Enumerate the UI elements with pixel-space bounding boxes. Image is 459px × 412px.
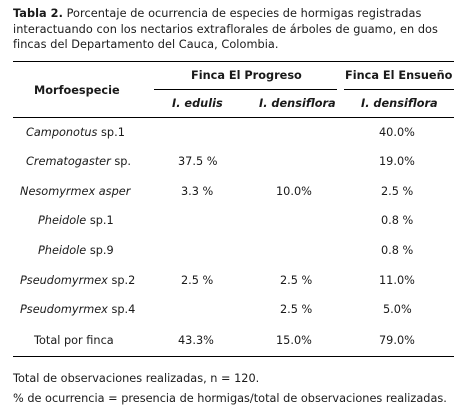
table-bottom-rule [13,356,454,357]
header-i-densiflora-progreso: I. densiflora [259,97,336,110]
value-edulis: 3.3 % [181,185,214,198]
species-suffix: sp.9 [86,244,114,257]
table-row: Crematogaster sp. [26,155,131,169]
value-densiflora-ensueno: 40.0% [379,126,415,139]
table-row: Pheidole sp.1 [38,214,114,228]
table-row: Pseudomyrmex sp.4 [20,303,135,317]
species-name: Pheidole [38,244,87,257]
table-row: Pseudomyrmex sp.2 [20,274,135,288]
top-rule [13,61,454,62]
species-suffix: sp.2 [107,274,136,287]
species-name: Camponotus [26,126,98,139]
species-suffix: sp.1 [86,214,114,227]
value-densiflora-ensueno: 0.8 % [381,214,414,227]
table-caption: Tabla 2. Porcentaje de ocurrencia de esp… [13,6,449,53]
total-densiflora-progreso: 15.0% [276,334,312,347]
table-row: Nesomyrmex asper [20,185,130,199]
species-suffix: sp. [110,155,132,168]
header-finca-el-progreso: Finca El Progreso [191,69,302,82]
caption-label: Tabla 2. [13,7,63,20]
total-densiflora-ensueno: 79.0% [379,334,415,347]
species-name: Nesomyrmex asper [20,185,131,198]
value-densiflora-ensueno: 19.0% [379,155,415,168]
species-suffix: sp.1 [97,126,125,139]
value-densiflora-ensueno: 11.0% [379,274,415,287]
value-densiflora-progreso: 2.5 % [280,274,313,287]
value-edulis: 2.5 % [181,274,214,287]
total-row-label: Total por finca [34,334,114,347]
finca1-rule [154,89,337,90]
header-i-densiflora-ensueno: I. densiflora [361,97,438,110]
species-name: Pseudomyrmex [20,303,108,316]
header-bottom-rule [13,117,454,118]
table-row: Camponotus sp.1 [26,126,125,140]
value-densiflora-ensueno: 5.0% [383,303,412,316]
footnote-occurrence-definition: % de ocurrencia = presencia de hormigas/… [13,392,447,405]
species-name: Crematogaster [26,155,111,168]
header-morfoespecie: Morfoespecie [34,84,120,97]
table-row: Pheidole sp.9 [38,244,114,258]
value-densiflora-ensueno: 0.8 % [381,244,414,257]
species-name: Pheidole [38,214,87,227]
total-edulis: 43.3% [178,334,214,347]
footnote-total-observations: Total de observaciones realizadas, n = 1… [13,372,260,385]
value-densiflora-progreso: 10.0% [276,185,312,198]
species-suffix: sp.4 [107,303,136,316]
value-edulis: 37.5 % [178,155,218,168]
header-finca-el-ensueno: Finca El Ensueño [345,69,453,82]
caption-text: Porcentaje de ocurrencia de especies de … [13,7,438,51]
value-densiflora-ensueno: 2.5 % [381,185,414,198]
header-i-edulis: I. edulis [172,97,223,110]
species-name: Pseudomyrmex [20,274,108,287]
finca2-rule [344,89,454,90]
value-densiflora-progreso: 2.5 % [280,303,313,316]
